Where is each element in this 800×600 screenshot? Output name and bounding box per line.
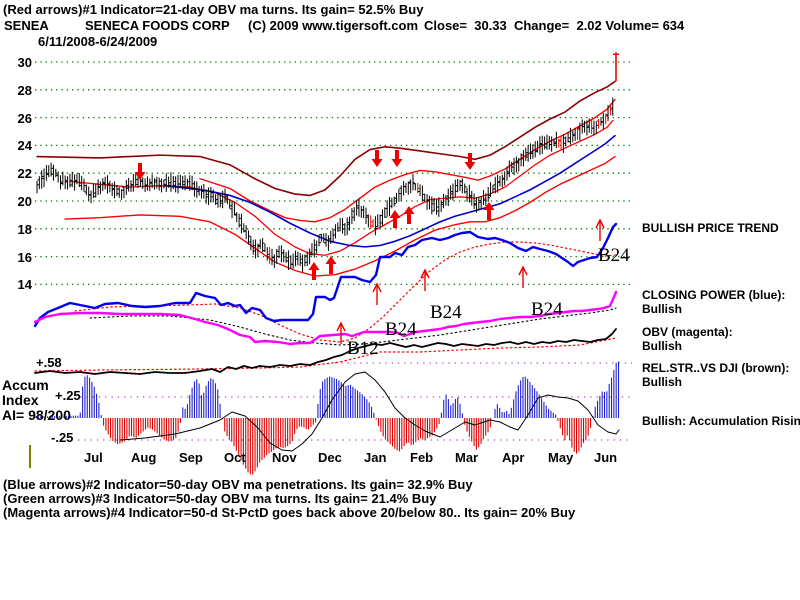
relstr-label: REL.STR..VS DJI (brown): bbox=[642, 361, 790, 375]
indicator3-caption: (Green arrows)#3 Indicator=50-day OBV ma… bbox=[3, 491, 437, 506]
ticker-symbol: SENEA bbox=[4, 18, 49, 33]
level-25-label: +.25 bbox=[55, 388, 81, 403]
x-axis-month-label: May bbox=[548, 450, 574, 465]
copyright-text: (C) 2009 www.tigersoft.com bbox=[248, 18, 418, 33]
buy-signal-label: B24 bbox=[531, 299, 563, 320]
indicator4-caption: (Magenta arrows)#4 Indicator=50-d St-Pct… bbox=[3, 505, 576, 520]
x-axis-month-label: Apr bbox=[502, 450, 525, 465]
x-axis-month-label: Sep bbox=[179, 450, 203, 465]
level-58-label: +.58 bbox=[36, 355, 62, 370]
x-axis-month-label: Jul bbox=[84, 450, 103, 465]
relstr-status: Bullish bbox=[642, 375, 683, 389]
x-axis-month-label: Dec bbox=[318, 450, 342, 465]
closing-power-label: CLOSING POWER (blue): bbox=[642, 288, 786, 302]
closing-power-status: Bullish bbox=[642, 302, 683, 316]
y-axis-price-label: 24 bbox=[17, 138, 32, 154]
date-range: 6/11/2008-6/24/2009 bbox=[38, 34, 158, 49]
y-axis-price-label: 14 bbox=[17, 277, 32, 293]
obv-label: OBV (magenta): bbox=[642, 325, 733, 339]
y-axis-price-label: 16 bbox=[17, 249, 32, 265]
x-axis-month-label: Oct bbox=[224, 450, 246, 465]
y-axis-price-label: 20 bbox=[17, 194, 32, 209]
buy-signal-label: B24 bbox=[598, 245, 630, 266]
y-axis-price-label: 22 bbox=[17, 166, 32, 182]
y-axis-price-label: 28 bbox=[17, 82, 32, 98]
buy-signal-label: B24 bbox=[430, 302, 462, 323]
indicator2-caption: (Blue arrows)#2 Indicator=50-day OBV ma … bbox=[3, 477, 473, 492]
y-axis-price-label: 26 bbox=[17, 110, 32, 126]
level-m25-label: -.25 bbox=[51, 430, 74, 445]
y-axis-price-label: 30 bbox=[17, 55, 32, 70]
x-axis-month-label: Jun bbox=[594, 450, 618, 465]
accum-label-1: Accum bbox=[2, 377, 49, 393]
company-name: SENECA FOODS CORP bbox=[85, 18, 230, 33]
buy-signal-label: B12 bbox=[347, 338, 379, 359]
x-axis-month-label: Jan bbox=[364, 450, 387, 465]
indicator1-caption: (Red arrows)#1 Indicator=21-day OBV ma t… bbox=[3, 2, 424, 17]
quote-stats: Close= 30.33 Change= 2.02 Volume= 634 bbox=[424, 18, 685, 33]
trend-status-label: BULLISH PRICE TREND bbox=[642, 221, 779, 235]
accumulation-status: Bullish: Accumulation Rising bbox=[642, 414, 800, 428]
x-axis-month-label: Nov bbox=[272, 450, 297, 465]
accum-label-2: Index bbox=[2, 392, 39, 408]
obv-status: Bullish bbox=[642, 339, 683, 353]
buy-signal-label: B24 bbox=[385, 319, 417, 340]
x-axis-month-label: Aug bbox=[131, 450, 157, 465]
x-axis-month-label: Feb bbox=[410, 450, 434, 465]
y-axis-price-label: 18 bbox=[17, 221, 32, 237]
accum-index-value: AI= 98/200 bbox=[2, 407, 71, 423]
x-axis-month-label: Mar bbox=[455, 450, 479, 465]
